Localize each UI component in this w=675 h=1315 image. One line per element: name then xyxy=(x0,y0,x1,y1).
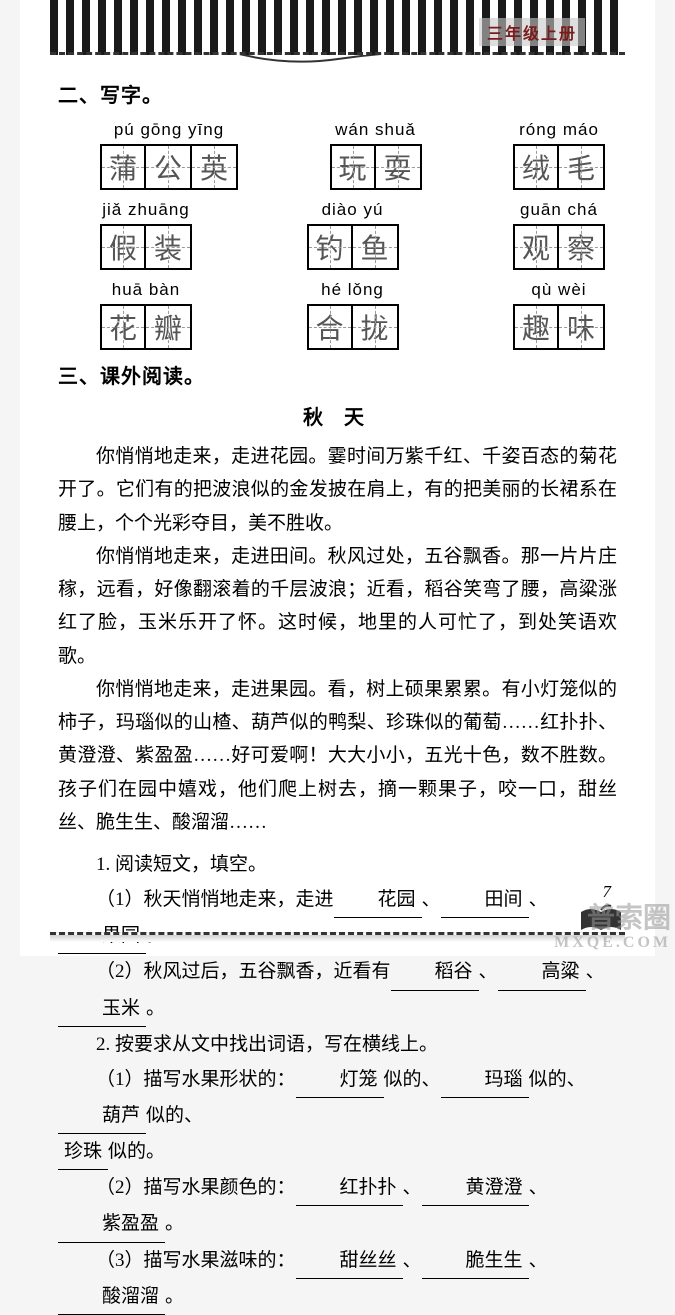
char-box: 味 xyxy=(559,304,605,350)
q1-2: （2）秋风过后，五谷飘香，近看有稻谷、高粱、玉米。 xyxy=(58,954,617,1026)
character-grid: pú gōng yīng 蒲公英 wán shuǎ 玩耍 róng máo 绒毛 jiǎ z… xyxy=(50,120,625,350)
answer-blank: 黄澄澄 xyxy=(422,1170,529,1206)
pinyin: huā bàn xyxy=(112,280,180,300)
answer-blank: 珍珠 xyxy=(58,1134,108,1170)
answer-blank: 玉米 xyxy=(58,991,146,1027)
char-box: 钓 xyxy=(307,224,353,270)
q1: 1. 阅读短文，填空。 xyxy=(58,847,617,882)
reading-passage: 你悄悄地走来，走进花园。霎时间万紫千红、千姿百态的菊花开了。它们有的把波浪似的金… xyxy=(58,440,617,839)
char-box: 察 xyxy=(559,224,605,270)
answer-blank: 田间 xyxy=(441,882,529,918)
char-box: 鱼 xyxy=(353,224,399,270)
char-box: 玩 xyxy=(330,144,376,190)
word-block: hé lǒng 合拢 xyxy=(307,280,399,350)
paragraph: 你悄悄地走来，走进田间。秋风过处，五谷飘香。那一片片庄稼，远看，好像翻滚着的千层… xyxy=(58,540,617,673)
char-box: 蒲 xyxy=(100,144,146,190)
answer-blank: 玛瑙 xyxy=(441,1062,529,1098)
pinyin: hé lǒng xyxy=(321,280,384,300)
char-box: 装 xyxy=(146,224,192,270)
q2: 2. 按要求从文中找出词语，写在横线上。 xyxy=(58,1027,617,1062)
answer-blank: 灯笼 xyxy=(296,1062,384,1098)
char-row: 绒毛 xyxy=(513,144,605,190)
pinyin: wán shuǎ xyxy=(335,120,416,140)
char-row: 观察 xyxy=(513,224,605,270)
word-block: qù wèi 趣味 xyxy=(513,280,605,350)
word-block: diào yú 钓鱼 xyxy=(307,200,399,270)
char-row: 合拢 xyxy=(307,304,399,350)
top-decorative-border: 三年级上册 xyxy=(50,0,625,55)
section-2-heading: 二、写字。 xyxy=(58,79,625,108)
char-box: 瓣 xyxy=(146,304,192,350)
char-box: 观 xyxy=(513,224,559,270)
reading-title: 秋 天 xyxy=(50,401,625,430)
bottom-decorative-border xyxy=(50,932,625,942)
pinyin: qù wèi xyxy=(531,280,586,300)
char-row: 花瓣 xyxy=(100,304,192,350)
char-box: 合 xyxy=(307,304,353,350)
char-row: 假装 xyxy=(100,224,192,270)
q2-2: （2）描写水果颜色的：红扑扑、黄澄澄、紫盈盈。 xyxy=(58,1170,617,1242)
answer-blank: 高粱 xyxy=(498,954,586,990)
pinyin: pú gōng yīng xyxy=(114,120,224,140)
answer-blank: 紫盈盈 xyxy=(58,1206,165,1242)
answer-blank: 甜丝丝 xyxy=(296,1243,403,1279)
char-box: 花 xyxy=(100,304,146,350)
answer-blank: 稻谷 xyxy=(391,954,479,990)
answer-blank: 花园 xyxy=(334,882,422,918)
pinyin: róng máo xyxy=(519,120,599,140)
char-box: 公 xyxy=(146,144,192,190)
char-row: 玩耍 xyxy=(330,144,422,190)
answer-blank: 葫芦 xyxy=(58,1098,146,1134)
book-icon xyxy=(577,900,625,936)
word-block: pú gōng yīng 蒲公英 xyxy=(100,120,238,190)
char-box: 趣 xyxy=(513,304,559,350)
answer-blank: 脆生生 xyxy=(422,1243,529,1279)
questions: 1. 阅读短文，填空。 （1）秋天悄悄地走来，走进花园、田间、果园。 （2）秋风… xyxy=(58,847,617,1315)
answer-blank: 酸溜溜 xyxy=(58,1279,165,1315)
word-block: guān chá 观察 xyxy=(513,200,605,270)
q2-3: （3）描写水果滋味的：甜丝丝、脆生生、酸溜溜。 xyxy=(58,1243,617,1315)
section-3-heading: 三、课外阅读。 xyxy=(58,360,625,389)
char-box: 拢 xyxy=(353,304,399,350)
word-block: huā bàn 花瓣 xyxy=(100,280,192,350)
word-block: wán shuǎ 玩耍 xyxy=(330,120,422,190)
q2-1: （1）描写水果形状的：灯笼似的、玛瑙似的、葫芦似的、珍珠似的。 xyxy=(58,1062,617,1170)
word-row: huā bàn 花瓣 hé lǒng 合拢 qù wèi 趣味 xyxy=(50,280,625,350)
char-row: 趣味 xyxy=(513,304,605,350)
word-block: jiǎ zhuāng 假装 xyxy=(100,200,192,270)
paragraph: 你悄悄地走来，走进花园。霎时间万紫千红、千姿百态的菊花开了。它们有的把波浪似的金… xyxy=(58,440,617,540)
char-row: 蒲公英 xyxy=(100,144,238,190)
char-row: 钓鱼 xyxy=(307,224,399,270)
word-row: pú gōng yīng 蒲公英 wán shuǎ 玩耍 róng máo 绒毛 xyxy=(50,120,625,190)
word-block: róng máo 绒毛 xyxy=(513,120,605,190)
q1-1: （1）秋天悄悄地走来，走进花园、田间、果园。 xyxy=(58,882,617,954)
answer-blank: 红扑扑 xyxy=(296,1170,403,1206)
pinyin: guān chá xyxy=(520,200,598,220)
char-box: 毛 xyxy=(559,144,605,190)
char-box: 英 xyxy=(192,144,238,190)
pinyin: jiǎ zhuāng xyxy=(102,200,190,220)
char-box: 假 xyxy=(100,224,146,270)
char-box: 绒 xyxy=(513,144,559,190)
word-row: jiǎ zhuāng 假装 diào yú 钓鱼 guān chá 观察 xyxy=(50,200,625,270)
paragraph: 你悄悄地走来，走进果园。看，树上硕果累累。有小灯笼似的柿子，玛瑙似的山楂、葫芦似… xyxy=(58,673,617,839)
grade-label: 三年级上册 xyxy=(479,18,585,46)
page-number: 7 xyxy=(603,882,612,902)
pinyin: diào yú xyxy=(322,200,384,220)
page: 三年级上册 二、写字。 pú gōng yīng 蒲公英 wán shuǎ 玩耍 rón… xyxy=(20,0,655,956)
char-box: 耍 xyxy=(376,144,422,190)
